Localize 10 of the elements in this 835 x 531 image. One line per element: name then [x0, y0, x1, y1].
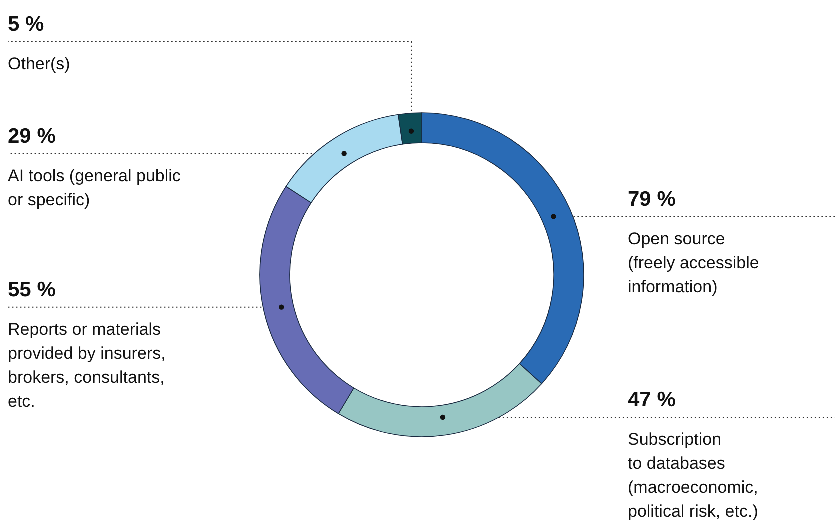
slice-label: Other(s): [8, 54, 70, 74]
slice-label: AI tools (general public or specific): [8, 166, 182, 210]
data-label: 29 %: [8, 124, 56, 148]
slice-label: Subscription to databases (macroeconomic, political risk, etc.): [628, 430, 758, 521]
slice-label: Open source (freely accessible information): [628, 229, 760, 296]
slice-label: Reports or materials provided by insurers, brokers, consultants, etc.: [8, 320, 166, 411]
data-label: 79 %: [628, 188, 676, 211]
data-label: 55 %: [8, 278, 56, 302]
data-label: 47 %: [628, 388, 676, 412]
data-label: 5 %: [8, 13, 45, 36]
